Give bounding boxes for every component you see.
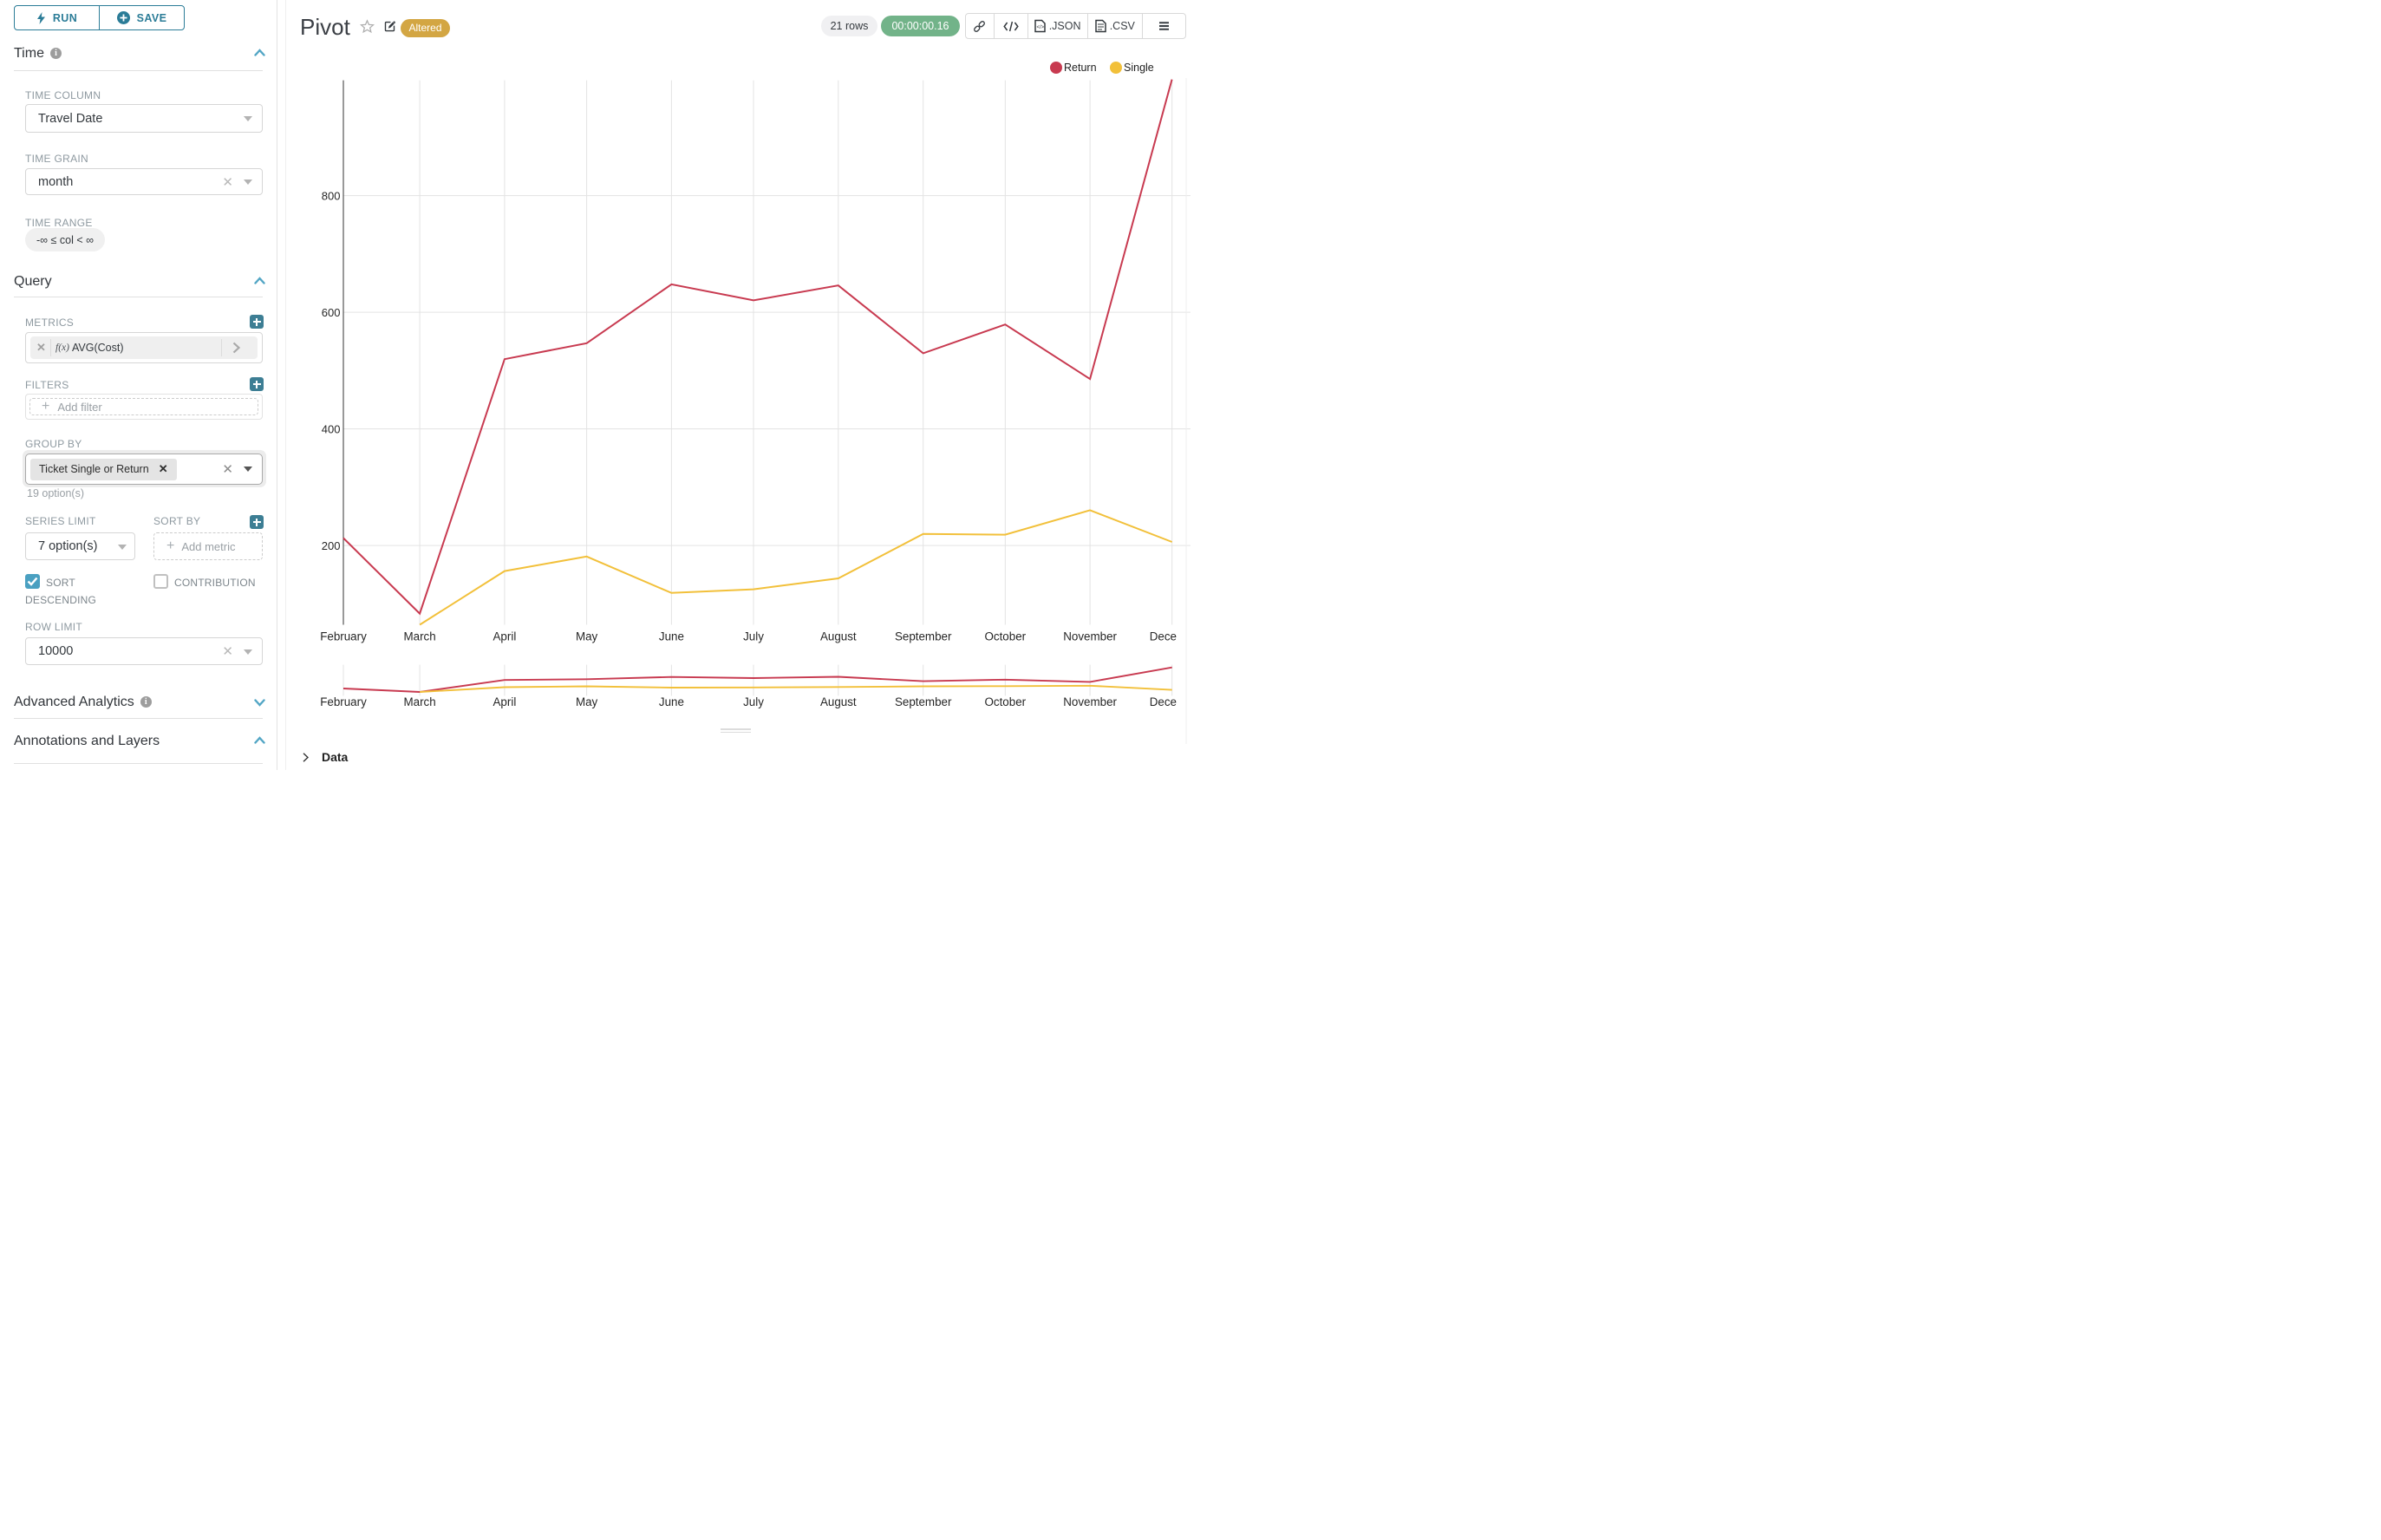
svg-text:April: April [493,630,517,643]
svg-text:June: June [659,695,684,708]
svg-text:800: 800 [322,189,341,202]
svg-text:May: May [576,630,598,643]
svg-text:June: June [659,630,684,643]
svg-text:September: September [895,630,952,643]
svg-text:August: August [820,695,857,708]
svg-text:December: December [1150,630,1190,643]
svg-text:August: August [820,630,857,643]
svg-text:September: September [895,695,952,708]
svg-text:400: 400 [322,422,341,435]
svg-text:600: 600 [322,306,341,319]
svg-text:</>: </> [1036,25,1044,30]
svg-text:March: March [403,695,435,708]
svg-text:July: July [743,695,764,708]
svg-text:November: November [1063,695,1117,708]
svg-text:February: February [320,630,367,643]
svg-text:April: April [493,695,517,708]
svg-text:February: February [320,695,367,708]
svg-text:December: December [1150,695,1190,708]
svg-text:October: October [984,630,1026,643]
svg-text:May: May [576,695,598,708]
svg-text:October: October [984,695,1026,708]
svg-text:November: November [1063,630,1117,643]
svg-text:March: March [403,630,435,643]
svg-text:200: 200 [322,539,341,552]
svg-text:July: July [743,630,764,643]
